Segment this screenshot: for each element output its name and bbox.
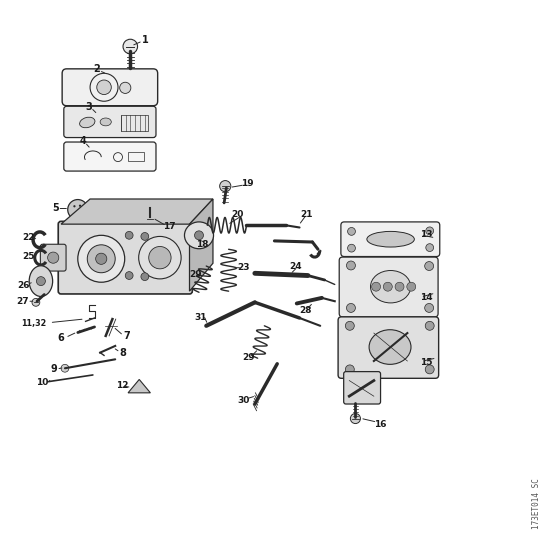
Text: 29: 29 [189,270,202,279]
Circle shape [395,282,404,291]
Text: 3: 3 [86,102,92,112]
FancyBboxPatch shape [58,221,192,294]
Text: 4: 4 [80,137,86,147]
Text: 10: 10 [36,379,49,388]
FancyBboxPatch shape [64,106,156,138]
Circle shape [141,273,149,281]
Circle shape [139,236,181,279]
Text: 9: 9 [50,365,57,375]
Polygon shape [128,380,151,393]
Text: 27: 27 [17,297,29,306]
Ellipse shape [184,222,213,249]
Text: 22: 22 [22,233,35,242]
Text: 12: 12 [116,380,129,390]
Circle shape [79,204,81,207]
Circle shape [32,298,40,306]
Bar [121,115,148,132]
Bar [128,152,144,161]
Text: 13: 13 [420,230,433,239]
Circle shape [36,277,45,286]
Text: 11,32: 11,32 [22,319,47,328]
FancyBboxPatch shape [338,317,438,379]
Circle shape [76,213,78,215]
Text: 30: 30 [237,395,250,405]
Circle shape [78,235,125,282]
FancyBboxPatch shape [341,222,440,256]
Polygon shape [189,199,213,291]
Circle shape [96,253,107,264]
Circle shape [424,262,433,270]
Text: 31: 31 [194,314,207,323]
FancyBboxPatch shape [344,372,381,404]
Text: 23: 23 [237,263,250,272]
FancyBboxPatch shape [62,69,158,106]
Circle shape [347,261,356,270]
Circle shape [351,413,361,423]
Circle shape [125,272,133,279]
Text: 18: 18 [195,240,208,249]
Circle shape [125,231,133,239]
Circle shape [68,199,88,220]
Text: 7: 7 [123,331,130,341]
Circle shape [346,365,354,374]
Polygon shape [61,199,213,224]
Circle shape [120,82,131,94]
Text: 16: 16 [374,419,387,428]
Ellipse shape [369,330,411,365]
Circle shape [147,215,153,222]
Circle shape [220,180,231,192]
Circle shape [48,252,59,263]
Circle shape [407,282,416,291]
Circle shape [348,244,356,252]
Circle shape [426,227,433,235]
Circle shape [347,304,356,312]
Text: 20: 20 [231,209,243,218]
Text: 14: 14 [420,293,433,302]
FancyBboxPatch shape [40,244,66,271]
Circle shape [149,246,171,269]
Circle shape [348,227,356,235]
Circle shape [97,80,111,95]
FancyBboxPatch shape [339,257,438,317]
Text: 8: 8 [119,348,126,358]
Ellipse shape [100,118,111,126]
Text: 21: 21 [301,209,313,218]
Text: 17: 17 [163,222,176,231]
Text: 2: 2 [94,64,100,74]
Circle shape [426,244,433,251]
Circle shape [346,321,354,330]
Ellipse shape [29,266,53,296]
Circle shape [81,209,83,212]
Text: 15: 15 [420,358,433,367]
Circle shape [194,231,203,240]
Circle shape [424,304,433,312]
Text: 173ET014 SC: 173ET014 SC [533,478,542,529]
Circle shape [61,365,69,372]
Circle shape [425,321,434,330]
Circle shape [141,232,149,240]
Circle shape [372,282,381,291]
Circle shape [425,365,434,374]
Ellipse shape [371,270,410,303]
Circle shape [73,205,76,207]
Circle shape [384,282,393,291]
Circle shape [123,39,138,54]
Text: 29: 29 [242,353,254,362]
Ellipse shape [367,231,414,247]
Text: 1: 1 [142,35,148,45]
Ellipse shape [80,117,95,128]
Text: 26: 26 [17,281,29,290]
Text: 28: 28 [299,306,311,315]
Text: 24: 24 [290,262,302,270]
Text: 25: 25 [22,252,35,261]
Circle shape [87,245,115,273]
Text: 6: 6 [58,333,64,343]
FancyBboxPatch shape [64,142,156,171]
Text: 5: 5 [52,203,59,213]
Text: 19: 19 [241,179,254,188]
